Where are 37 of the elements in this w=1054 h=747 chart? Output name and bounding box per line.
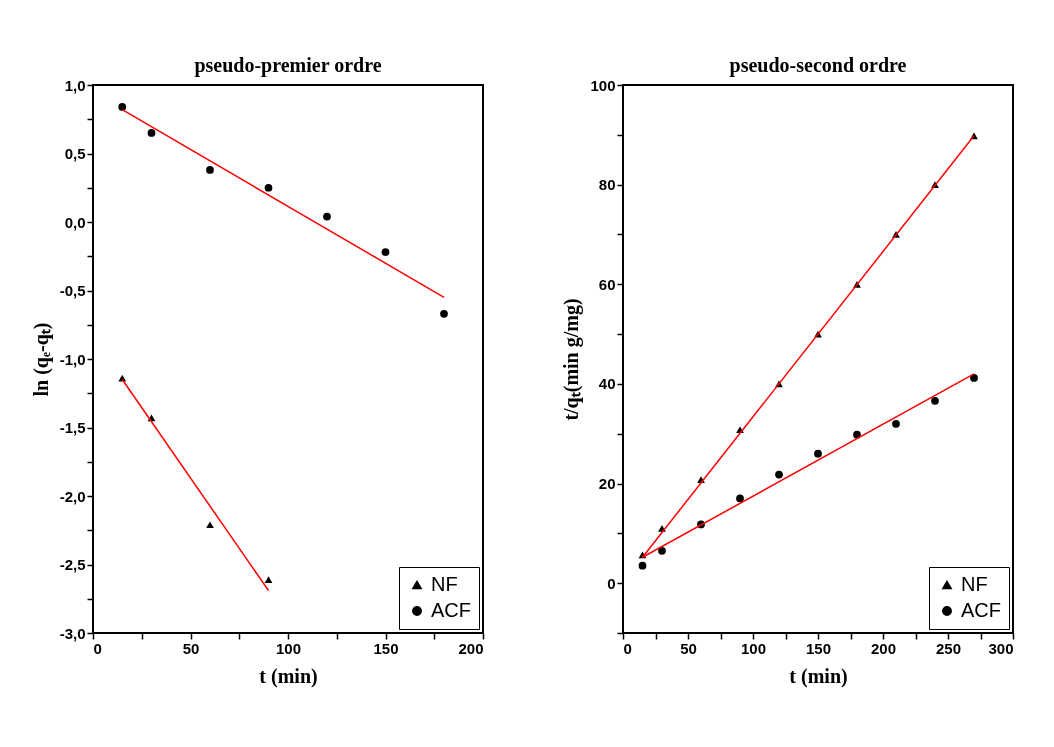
x-tick-label: 50 [680,639,697,657]
x-tick-label: 100 [275,639,302,657]
chart-title: pseudo-second ordre [729,54,907,77]
x-tick-label: 150 [805,639,832,657]
y-tick-label: 0,5 [64,145,86,162]
y-axis-title: ln (qₑ-qₜ) [29,322,53,397]
x-tick-label: 300 [988,639,1014,657]
y-tick-label: 60 [598,275,616,293]
y-tick-label: 80 [598,176,616,194]
y-tick-label: 20 [598,475,616,493]
y-axis-title: t/qₜ(min g/mg) [560,298,584,421]
y-tick-label: -0,5 [59,282,86,299]
x-tick-label: 200 [458,639,484,657]
x-tick-label: 150 [373,639,399,657]
x-axis-title: t (min) [259,664,318,688]
y-tick-label: 0,0 [64,213,86,231]
x-tick-label: 0 [623,639,632,657]
y-tick-label: 0 [607,574,616,592]
y-tick-label: -3,0 [59,624,86,642]
x-axis-title: t (min) [789,664,848,688]
x-tick-label: 200 [870,639,897,657]
chart-title: pseudo-premier ordre [194,54,382,77]
y-tick-label: 1,0 [64,76,86,94]
y-tick-label: -1,5 [59,419,86,436]
legend-label: ACF [431,599,471,621]
y-tick-label: 100 [590,76,616,94]
x-tick-label: 0 [93,639,102,657]
x-tick-label: 50 [182,639,200,657]
legend-label: NF [961,573,988,595]
y-tick-label: 40 [598,375,616,393]
x-tick-label: 250 [935,639,962,657]
y-tick-label: -2,0 [59,487,86,505]
legend-label: ACF [961,599,1001,621]
legend-label: NF [431,573,458,595]
y-tick-label: -2,5 [59,556,86,573]
y-tick-label: -1,0 [59,350,86,368]
x-tick-label: 100 [740,639,767,657]
